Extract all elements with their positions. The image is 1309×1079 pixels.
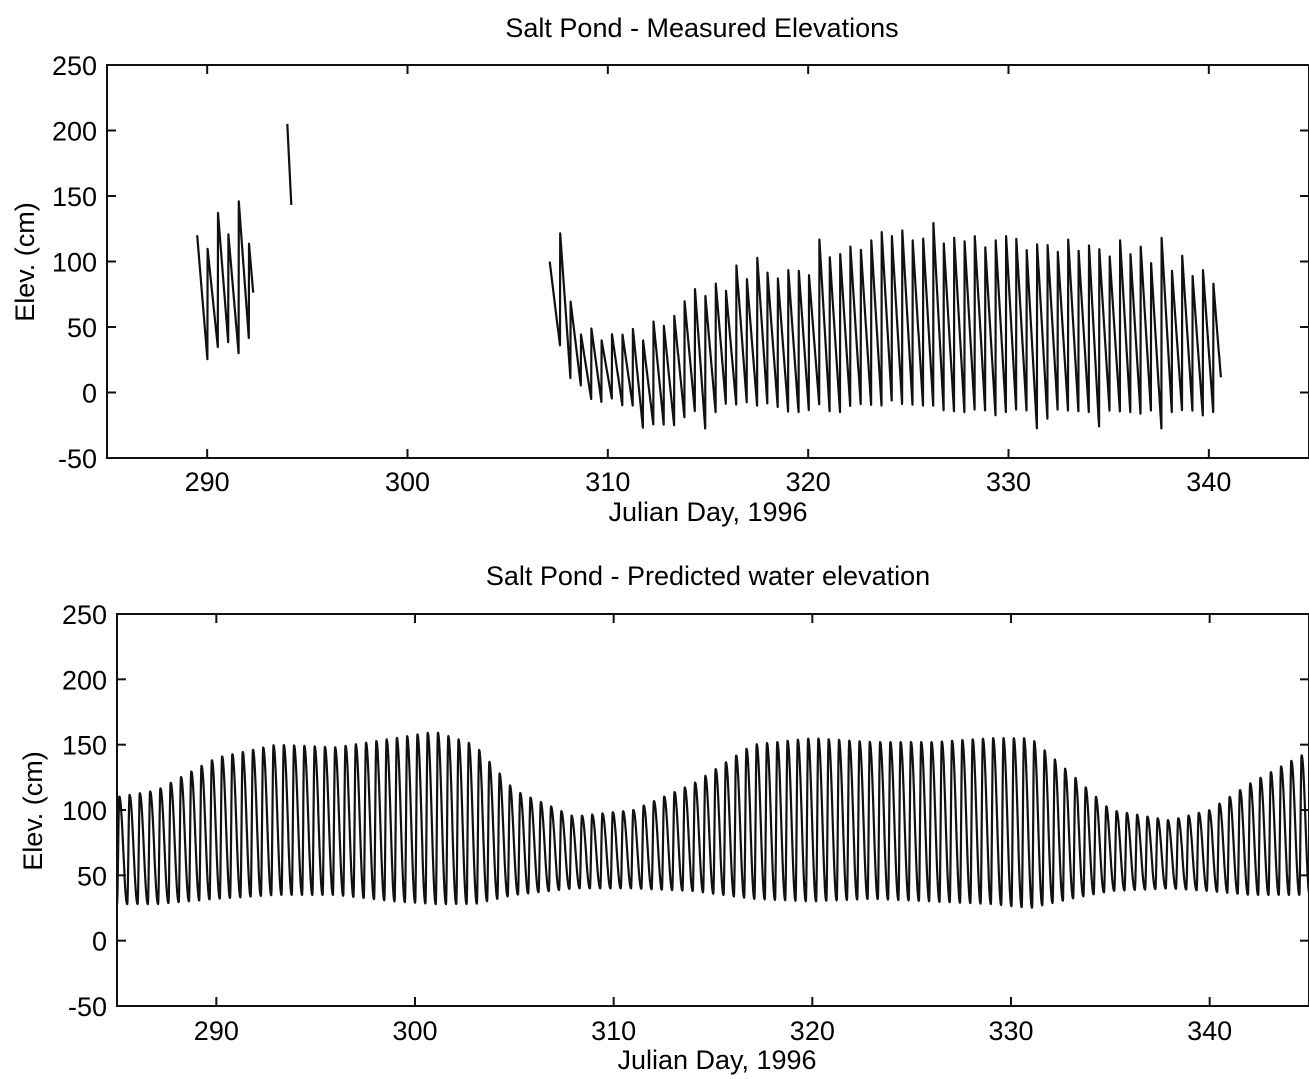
y-tick-label: 250 (62, 600, 107, 630)
x-ticks: 290 300 310 320 330 340 (194, 614, 1232, 1046)
elevation-series-line (196, 200, 255, 361)
y-tick-label: 150 (52, 182, 97, 212)
chart-title: Salt Pond - Predicted water elevation (486, 561, 930, 591)
y-axis-label: Elev. (cm) (18, 751, 48, 871)
x-tick-label: 340 (1187, 1016, 1232, 1046)
x-axis-label: Julian Day, 1996 (608, 497, 807, 527)
y-ticks: 250 200 150 100 50 0 -50 (62, 600, 1309, 1022)
elevation-series-line (115, 731, 1309, 909)
series-lines (196, 123, 1222, 430)
y-axis-label: Elev. (cm) (10, 202, 40, 322)
x-tick-label: 320 (786, 467, 831, 497)
y-tick-label: 100 (62, 796, 107, 826)
x-tick-label: 290 (194, 1016, 239, 1046)
x-tick-label: 340 (1186, 467, 1231, 497)
y-tick-label: -50 (58, 444, 97, 474)
y-ticks: 250 200 150 100 50 0 -50 (52, 51, 1309, 474)
y-tick-label: 250 (52, 51, 97, 81)
y-tick-label: 50 (77, 861, 107, 891)
y-tick-label: 150 (62, 731, 107, 761)
plot-frame (116, 613, 1309, 1007)
x-tick-label: 310 (585, 467, 630, 497)
x-ticks: 290 300 310 320 330 340 (185, 65, 1231, 497)
y-tick-label: 0 (92, 927, 107, 957)
y-tick-label: -50 (68, 992, 107, 1022)
series-lines (115, 731, 1309, 909)
x-tick-label: 300 (385, 467, 430, 497)
elevation-series-line (548, 222, 1222, 430)
x-tick-label: 290 (185, 467, 230, 497)
chart-predicted: Salt Pond - Predicted water elevation 25… (18, 561, 1309, 1075)
chart-title: Salt Pond - Measured Elevations (505, 13, 898, 43)
y-tick-label: 50 (67, 313, 97, 343)
y-tick-label: 200 (52, 117, 97, 147)
y-tick-label: 100 (52, 248, 97, 278)
x-tick-label: 310 (591, 1016, 636, 1046)
y-tick-label: 0 (82, 379, 97, 409)
y-tick-label: 200 (62, 665, 107, 695)
x-tick-label: 330 (988, 1016, 1033, 1046)
x-tick-label: 320 (790, 1016, 835, 1046)
x-tick-label: 300 (392, 1016, 437, 1046)
elevation-series-line (286, 123, 293, 206)
x-axis-label: Julian Day, 1996 (617, 1045, 816, 1075)
chart-measured: Salt Pond - Measured Elevations 250 200 15… (10, 13, 1309, 527)
x-tick-label: 330 (986, 467, 1031, 497)
